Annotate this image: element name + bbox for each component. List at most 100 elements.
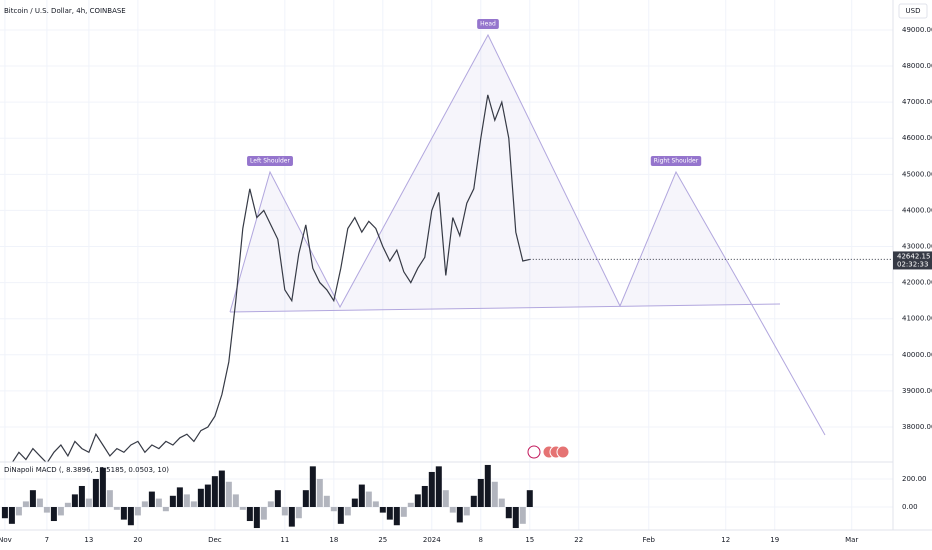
histogram-bar bbox=[57, 507, 64, 516]
annotation: Left Shoulder bbox=[250, 158, 290, 165]
histogram-bar bbox=[470, 495, 477, 508]
annotation: Right Shoulder bbox=[654, 158, 699, 165]
marks bbox=[1, 94, 893, 529]
x-tick-label: 22 bbox=[574, 536, 583, 544]
x-tick-label: 12 bbox=[721, 536, 730, 544]
histogram-bar bbox=[456, 507, 463, 523]
y-tick-label: 42000.00 bbox=[902, 279, 932, 287]
y-tick-label: 43000.00 bbox=[902, 243, 932, 251]
histogram-bar bbox=[484, 464, 491, 508]
histogram-bar bbox=[512, 507, 519, 529]
histogram-bar bbox=[288, 507, 295, 527]
histogram-bar bbox=[204, 484, 211, 508]
histogram-bar bbox=[267, 501, 274, 508]
x-tick-label: 2024 bbox=[423, 536, 441, 544]
histogram-bar bbox=[29, 490, 36, 508]
y-tick-label: 46000.00 bbox=[902, 134, 932, 142]
histogram-bar bbox=[393, 507, 400, 526]
histogram-bar bbox=[442, 490, 449, 508]
histogram-bar bbox=[120, 507, 127, 520]
histogram-bar bbox=[498, 498, 505, 508]
histogram-bar bbox=[225, 481, 232, 508]
annotation: Head bbox=[480, 21, 496, 28]
histogram-bar bbox=[239, 507, 246, 510]
event-icon[interactable] bbox=[556, 445, 570, 459]
histogram-bar bbox=[169, 495, 176, 508]
histogram-bar bbox=[372, 501, 379, 508]
histogram-bar bbox=[253, 507, 260, 529]
histogram-bar bbox=[435, 466, 442, 508]
histogram-bar bbox=[344, 507, 351, 516]
x-tick-label: 7 bbox=[45, 536, 49, 544]
histogram-bar bbox=[351, 498, 358, 508]
histogram-bar bbox=[386, 507, 393, 520]
histogram-bar bbox=[302, 490, 309, 508]
x-tick-label: 15 bbox=[525, 536, 534, 544]
histogram-bar bbox=[162, 507, 169, 512]
histogram-bar bbox=[85, 498, 92, 508]
histogram-bar bbox=[36, 498, 43, 508]
histogram-bar bbox=[358, 484, 365, 508]
histogram-bar bbox=[43, 507, 50, 513]
grid bbox=[0, 0, 893, 530]
histogram-bar bbox=[8, 507, 15, 524]
histogram-bar bbox=[400, 507, 407, 517]
y-tick-label: 49000.00 bbox=[902, 26, 932, 34]
x-tick-label: 19 bbox=[770, 536, 779, 544]
histogram-bar bbox=[232, 494, 239, 508]
annotation-box bbox=[247, 156, 293, 166]
histogram-bar bbox=[148, 491, 155, 508]
histogram-bar bbox=[295, 507, 302, 519]
histogram-bar bbox=[323, 495, 330, 508]
histogram-bar bbox=[414, 494, 421, 508]
x-tick-label: 18 bbox=[329, 536, 338, 544]
histogram-bar bbox=[99, 467, 106, 508]
annotation-box bbox=[650, 156, 702, 166]
pattern-line bbox=[229, 33, 826, 436]
histogram-bar bbox=[1, 507, 8, 519]
histogram-bar bbox=[134, 507, 141, 516]
histogram-bar bbox=[50, 507, 57, 522]
histogram-bar bbox=[64, 502, 71, 508]
event-icon[interactable] bbox=[527, 445, 541, 459]
y-tick-label: 200.00 bbox=[902, 475, 927, 483]
price-line bbox=[11, 94, 530, 462]
histogram-bar bbox=[428, 471, 435, 508]
currency-box[interactable] bbox=[898, 3, 928, 19]
histogram-bar bbox=[183, 494, 190, 508]
histogram-bar bbox=[246, 507, 253, 522]
histogram-bar bbox=[15, 507, 22, 516]
y-tick-label: 45000.00 bbox=[902, 170, 932, 178]
chart-title: Bitcoin / U.S. Dollar, 4h, COINBASE bbox=[4, 7, 126, 15]
pattern-fill bbox=[230, 35, 752, 312]
histogram-bar bbox=[92, 478, 99, 508]
histogram-bar bbox=[281, 507, 288, 516]
x-tick-label: Mar bbox=[845, 536, 858, 544]
x-tick-label: 20 bbox=[133, 536, 142, 544]
x-tick-label: Feb bbox=[643, 536, 656, 544]
currency: USD bbox=[906, 7, 921, 15]
histogram-bar bbox=[155, 498, 162, 508]
y-tick-label: 44000.00 bbox=[902, 206, 932, 214]
indicator-title: DiNapoli MACD (, 8.3896, 17.5185, 0.0503… bbox=[4, 466, 169, 474]
histogram-bar bbox=[190, 501, 197, 508]
y-tick-label: 40000.00 bbox=[902, 351, 932, 359]
y-tick-label: 39000.00 bbox=[902, 387, 932, 395]
histogram-bar bbox=[218, 470, 225, 508]
histogram-bar bbox=[526, 490, 533, 508]
histogram-bar bbox=[379, 507, 386, 513]
histogram-bar bbox=[316, 478, 323, 508]
histogram-bar bbox=[449, 507, 456, 513]
histogram-bar bbox=[309, 466, 316, 508]
y-tick-label: 41000.00 bbox=[902, 315, 932, 323]
histogram-bar bbox=[71, 494, 78, 508]
x-tick-label: 11 bbox=[280, 536, 289, 544]
x-tick-label: 8 bbox=[479, 536, 483, 544]
histogram-bar bbox=[337, 507, 344, 524]
x-tick-label: Nov bbox=[0, 536, 12, 544]
histogram-bar bbox=[260, 507, 267, 520]
histogram-bar bbox=[365, 491, 372, 508]
histogram-bar bbox=[477, 478, 484, 508]
